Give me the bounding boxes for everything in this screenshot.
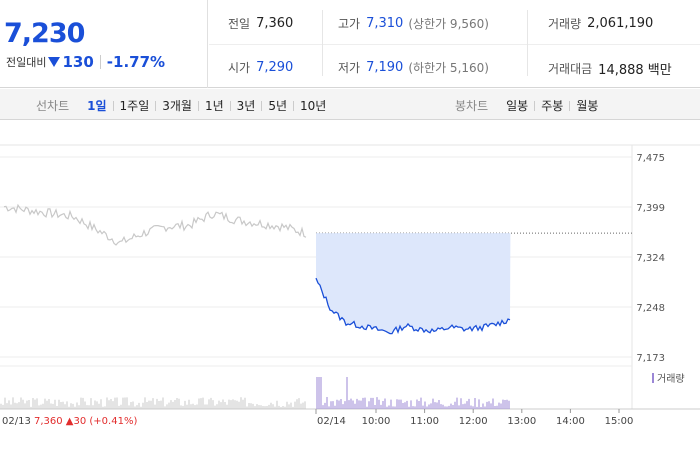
tab-divider — [155, 100, 157, 111]
prev-close-label: 전일 — [228, 17, 251, 31]
prev-close-value: 7,360 — [256, 16, 294, 31]
x-tick-label: 10:00 — [362, 416, 391, 427]
y-tick-label: 7,475 — [636, 153, 665, 164]
high-value: 7,310 — [366, 16, 404, 31]
open-label: 시가 — [228, 61, 251, 75]
lower-limit: (하한가 5,160) — [408, 61, 489, 75]
volume-legend-label: 거래량 — [657, 373, 685, 385]
volume-legend-swatch — [652, 373, 654, 383]
tab-divider — [293, 100, 295, 111]
current-price: 7,230 — [4, 18, 85, 49]
x-tick-label: 15:00 — [605, 416, 634, 427]
current-price-box: 7,230 전일대비 130 -1.77% — [0, 0, 208, 88]
quote-header: 7,230 전일대비 130 -1.77% 전일 7,360 시가 7,290 … — [0, 0, 700, 88]
low-value: 7,190 — [366, 60, 404, 75]
down-triangle-icon — [48, 57, 61, 67]
tab-candle-2[interactable]: 월봉 — [576, 99, 599, 113]
low-row: 저가 7,190 (하한가 5,160) — [338, 59, 489, 76]
y-tick-label: 7,399 — [636, 203, 665, 214]
amount-value: 14,888 백만 — [598, 63, 672, 78]
candle-chart-tabs: 봉차트 일봉 주봉 월봉 — [455, 97, 604, 114]
prev-close-row: 전일 7,360 — [228, 15, 293, 32]
upper-limit: (상한가 9,560) — [408, 17, 489, 31]
volume-value: 2,061,190 — [587, 16, 654, 31]
candle-chart-title: 봉차트 — [455, 99, 489, 113]
tab-range-5[interactable]: 5년 — [268, 99, 288, 113]
volume-label: 거래량 — [548, 17, 582, 31]
chart-tab-bar: 선차트 1일 1주일 3개월 1년 3년 5년 10년 봉차트 일봉 주봉 월봉 — [0, 89, 700, 120]
today-price-line — [315, 277, 511, 335]
x-tick-label: 14:00 — [556, 416, 585, 427]
below-reference-area — [316, 233, 511, 334]
amount-row: 거래대금 14,888 백만 — [548, 59, 672, 78]
line-chart-title: 선차트 — [36, 99, 70, 113]
open-value: 7,290 — [256, 60, 294, 75]
tab-divider — [534, 100, 536, 111]
tab-range-4[interactable]: 3년 — [236, 99, 256, 113]
tab-divider — [197, 100, 199, 111]
tab-range-3[interactable]: 1년 — [204, 99, 224, 113]
tab-divider — [261, 100, 263, 111]
price-change: 전일대비 130 -1.77% — [6, 53, 165, 71]
y-tick-label: 7,248 — [636, 303, 665, 314]
tab-divider — [569, 100, 571, 111]
divider — [99, 55, 101, 69]
line-chart-tabs: 선차트 1일 1주일 3개월 1년 3년 5년 10년 — [36, 97, 332, 114]
x-tick-label: 02/14 — [317, 416, 346, 427]
tab-candle-1[interactable]: 주봉 — [541, 99, 564, 113]
column-divider — [322, 10, 323, 76]
price-chart-svg[interactable]: 7,475 7,399 7,324 7,248 7,173 거래량 02/13 02/14 10… — [0, 121, 700, 450]
prev-day-price-line — [3, 203, 307, 246]
x-tick-label: 11:00 — [410, 416, 439, 427]
tab-range-0[interactable]: 1일 — [87, 99, 107, 113]
x-tick-label: 13:00 — [507, 416, 536, 427]
y-tick-label: 7,173 — [636, 353, 665, 364]
tab-range-1[interactable]: 1주일 — [119, 99, 150, 113]
tab-divider — [229, 100, 231, 111]
open-row: 시가 7,290 — [228, 59, 293, 76]
prev-day-summary: 7,360 ▲30 (+0.41%) — [34, 416, 137, 427]
tab-candle-0[interactable]: 일봉 — [506, 99, 529, 113]
x-tick-label: 02/13 — [2, 416, 31, 427]
change-value: 130 — [62, 53, 94, 71]
price-chart[interactable]: 7,475 7,399 7,324 7,248 7,173 거래량 02/13 02/14 10… — [0, 121, 700, 450]
tab-range-6[interactable]: 10년 — [300, 99, 327, 113]
change-label: 전일대비 — [6, 56, 47, 69]
tab-divider — [112, 100, 114, 111]
column-divider — [527, 10, 528, 76]
high-label: 고가 — [338, 17, 361, 31]
volume-row: 거래량 2,061,190 — [548, 15, 653, 32]
x-tick-label: 12:00 — [459, 416, 488, 427]
row-divider — [209, 44, 700, 45]
amount-label: 거래대금 — [548, 62, 593, 76]
change-percent: -1.77% — [106, 53, 166, 71]
low-label: 저가 — [338, 61, 361, 75]
tab-range-2[interactable]: 3개월 — [162, 99, 192, 113]
y-tick-label: 7,324 — [636, 253, 665, 264]
high-row: 고가 7,310 (상한가 9,560) — [338, 15, 489, 32]
